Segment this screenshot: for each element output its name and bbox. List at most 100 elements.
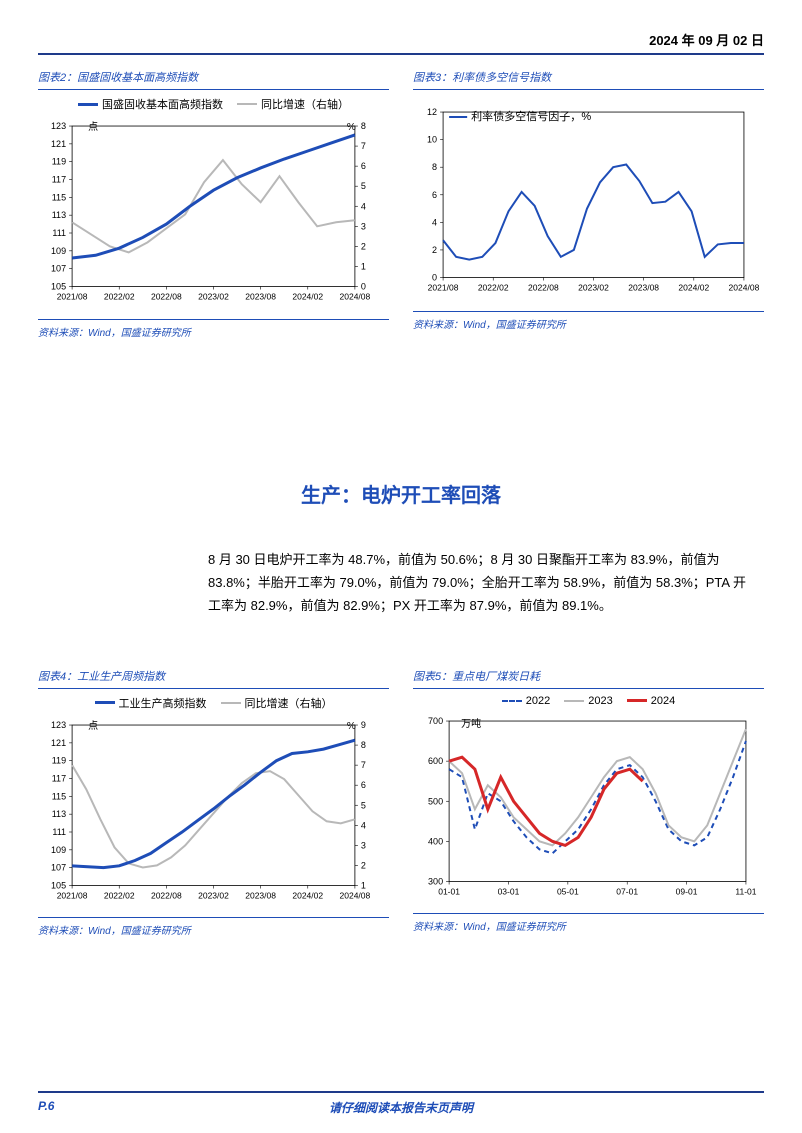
svg-text:点: 点 [88, 720, 98, 732]
svg-text:03-01: 03-01 [498, 886, 520, 896]
chart2-container: 图表2：国盛固收基本面高频指数 国盛固收基本面高频指数同比增速（右轴） 点%10… [38, 69, 389, 339]
svg-text:115: 115 [52, 791, 66, 801]
svg-text:117: 117 [52, 773, 66, 783]
svg-text:2024/08: 2024/08 [729, 283, 760, 293]
svg-text:09-01: 09-01 [676, 886, 698, 896]
svg-text:115: 115 [52, 192, 66, 202]
legend-item: 2022 [502, 695, 550, 707]
svg-text:9: 9 [361, 720, 366, 730]
svg-text:111: 111 [52, 827, 66, 837]
chart2-source: 资料来源：Wind，国盛证券研究所 [38, 319, 389, 339]
svg-text:2024/02: 2024/02 [292, 890, 323, 900]
charts-row-top: 图表2：国盛固收基本面高频指数 国盛固收基本面高频指数同比增速（右轴） 点%10… [38, 69, 764, 339]
svg-text:3: 3 [361, 840, 366, 850]
chart4-container: 图表4：工业生产周频指数 工业生产高频指数同比增速（右轴） 点%10510710… [38, 668, 389, 938]
svg-text:01-01: 01-01 [438, 886, 460, 896]
chart4-source: 资料来源：Wind，国盛证券研究所 [38, 917, 389, 937]
footer-page-number: P.6 [38, 1099, 54, 1113]
svg-text:11-01: 11-01 [735, 886, 756, 896]
svg-text:119: 119 [52, 157, 66, 167]
svg-text:8: 8 [432, 162, 437, 172]
svg-text:600: 600 [428, 756, 443, 766]
page-footer: P.6 请仔细阅读本报告末页声明 [38, 1091, 764, 1113]
svg-text:4: 4 [361, 201, 366, 211]
svg-text:3: 3 [361, 221, 366, 231]
svg-text:2024/08: 2024/08 [339, 292, 370, 302]
legend-item: 2023 [564, 695, 612, 707]
chart3-source: 资料来源：Wind，国盛证券研究所 [413, 311, 764, 331]
svg-text:6: 6 [361, 161, 366, 171]
svg-text:点: 点 [88, 121, 98, 133]
svg-text:2: 2 [361, 241, 366, 251]
chart5-svg: 万吨30040050060070001-0103-0105-0107-0109-… [413, 709, 764, 910]
svg-text:2: 2 [361, 860, 366, 870]
svg-text:2022/08: 2022/08 [528, 283, 559, 293]
svg-text:2023/08: 2023/08 [245, 292, 276, 302]
svg-text:1: 1 [361, 261, 366, 271]
section-heading: 生产：电炉开工率回落 [38, 479, 764, 508]
svg-text:121: 121 [51, 139, 66, 149]
svg-text:113: 113 [52, 809, 66, 819]
svg-text:109: 109 [51, 246, 66, 256]
footer-disclaimer: 请仔细阅读本报告末页声明 [329, 1099, 473, 1116]
legend-item: 同比增速（右轴） [221, 695, 333, 711]
svg-text:6: 6 [432, 190, 437, 200]
svg-text:0: 0 [361, 281, 366, 291]
section-paragraph: 8 月 30 日电炉开工率为 48.7%，前值为 50.6%；8 月 30 日聚… [208, 548, 754, 618]
svg-text:07-01: 07-01 [616, 886, 638, 896]
chart5-source: 资料来源：Wind，国盛证券研究所 [413, 913, 764, 933]
svg-text:5: 5 [361, 800, 366, 810]
chart5-container: 图表5：重点电厂煤炭日耗 202220232024 万吨300400500600… [413, 668, 764, 938]
svg-text:2024/02: 2024/02 [292, 292, 323, 302]
chart2-legend: 国盛固收基本面高频指数同比增速（右轴） [38, 96, 389, 112]
svg-text:2024/02: 2024/02 [678, 283, 709, 293]
svg-text:105: 105 [51, 880, 66, 890]
chart3-title: 图表3：利率债多空信号指数 [413, 69, 764, 90]
svg-text:2023/02: 2023/02 [198, 890, 229, 900]
svg-text:2023/02: 2023/02 [198, 292, 229, 302]
svg-text:105: 105 [51, 281, 66, 291]
svg-text:2: 2 [432, 245, 437, 255]
svg-text:123: 123 [51, 720, 66, 730]
chart4-title: 图表4：工业生产周频指数 [38, 668, 389, 689]
header-date: 2024 年 09 月 02 日 [38, 30, 764, 55]
svg-text:2021/08: 2021/08 [57, 890, 88, 900]
chart2-svg: 点%10510710911111311511711912112301234567… [38, 114, 389, 315]
legend-item: 工业生产高频指数 [95, 695, 207, 711]
svg-text:2022/08: 2022/08 [151, 292, 182, 302]
svg-text:2022/08: 2022/08 [151, 890, 182, 900]
svg-text:5: 5 [361, 181, 366, 191]
chart5-legend: 2022 2023 2024 [413, 695, 764, 707]
svg-text:2021/08: 2021/08 [428, 283, 459, 293]
svg-text:利率债多空信号因子，%: 利率债多空信号因子，% [471, 109, 591, 123]
svg-text:111: 111 [52, 228, 66, 238]
legend-item: 同比增速（右轴） [237, 96, 349, 112]
svg-text:0: 0 [432, 273, 437, 283]
svg-text:2023/08: 2023/08 [628, 283, 659, 293]
svg-text:8: 8 [361, 121, 366, 131]
svg-text:2022/02: 2022/02 [104, 890, 135, 900]
svg-text:109: 109 [51, 845, 66, 855]
svg-text:121: 121 [51, 738, 66, 748]
svg-text:2021/08: 2021/08 [57, 292, 88, 302]
svg-text:4: 4 [361, 820, 366, 830]
chart2-title: 图表2：国盛固收基本面高频指数 [38, 69, 389, 90]
svg-text:300: 300 [428, 876, 443, 886]
svg-text:107: 107 [51, 862, 66, 872]
svg-text:2023/02: 2023/02 [578, 283, 609, 293]
chart3-container: 图表3：利率债多空信号指数 利率债多空信号因子，%0246810122021/0… [413, 69, 764, 339]
chart4-svg: 点%10510710911111311511711912112312345678… [38, 713, 389, 914]
svg-text:8: 8 [361, 740, 366, 750]
svg-text:117: 117 [52, 175, 66, 185]
svg-text:700: 700 [428, 716, 443, 726]
charts-row-bottom: 图表4：工业生产周频指数 工业生产高频指数同比增速（右轴） 点%10510710… [38, 668, 764, 938]
svg-text:7: 7 [361, 141, 366, 151]
svg-text:6: 6 [361, 780, 366, 790]
svg-text:113: 113 [52, 210, 66, 220]
svg-text:12: 12 [427, 107, 437, 117]
legend-item: 2024 [627, 695, 675, 707]
svg-text:2022/02: 2022/02 [478, 283, 509, 293]
svg-text:2022/02: 2022/02 [104, 292, 135, 302]
svg-text:123: 123 [51, 121, 66, 131]
svg-text:05-01: 05-01 [557, 886, 579, 896]
